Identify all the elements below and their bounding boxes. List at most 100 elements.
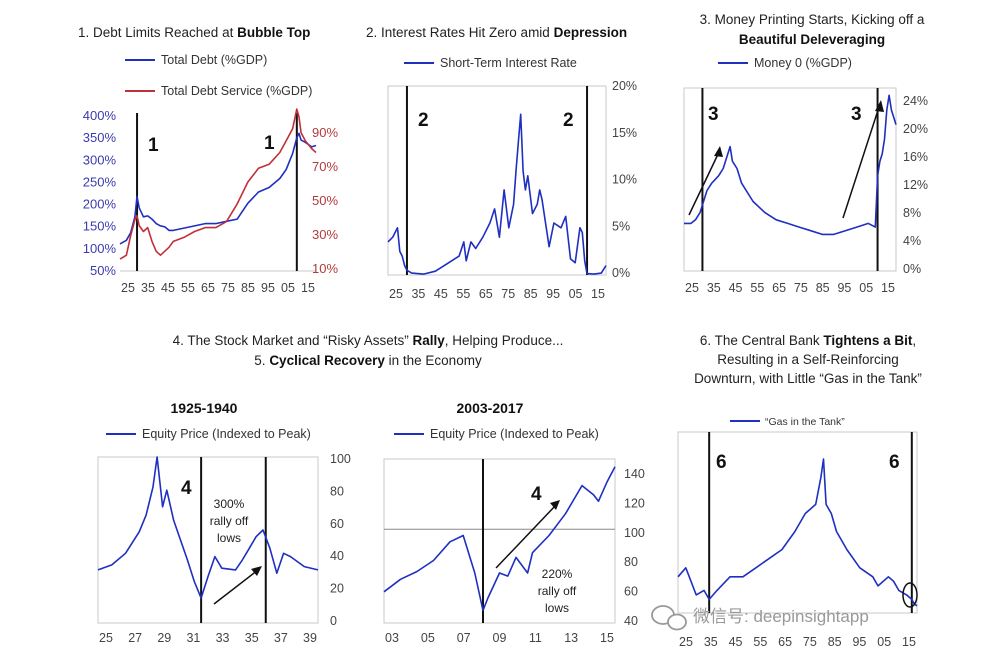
chart-1-xtick-5: 75: [501, 287, 515, 301]
panel-45-title-line-0: 4. The Stock Market and “Risky Assets” R…: [173, 333, 564, 348]
panel-45-title-line-0-part-0: 4. The Stock Market and “Risky Assets”: [173, 333, 413, 348]
chart-4-ytick-0: 100: [330, 452, 351, 466]
panel-4b-legend-0-label: Equity Price (Indexed to Peak): [430, 427, 599, 441]
chart-6-xtick-5: 75: [803, 635, 817, 649]
panel-3-legend-0-label: Money 0 (%GDP): [754, 56, 852, 70]
chart-4-ytick-4: 20: [330, 582, 344, 596]
chart-0-ytick-1: 70%: [312, 159, 338, 174]
chart-1-ytick-2: 10%: [612, 173, 637, 187]
chart-1-series-0: [387, 113, 607, 275]
chart-2-frame: [683, 87, 897, 272]
panel-4a-legend-0-label: Equity Price (Indexed to Peak): [142, 427, 311, 441]
chart-2-ytick-5: 4%: [903, 234, 921, 248]
chart-1: 25 35 45 55 65 75 85 95 05 15: [387, 85, 607, 301]
chart-5-xtick-5: 13: [564, 631, 578, 645]
panel-2-title: 2. Interest Rates Hit Zero amid Depressi…: [366, 25, 627, 40]
chart-0-xtick-8: 05: [281, 281, 295, 295]
chart-0-xtick-5: 75: [221, 281, 235, 295]
panel-4b-arrow: [495, 504, 557, 569]
chart-4-ytick-2: 60: [330, 517, 344, 531]
chart-0-xtick-2: 45: [161, 281, 175, 295]
chart-1-ytick-0: 20%: [612, 79, 637, 93]
panel-4b-annotation-2: lows: [545, 601, 569, 615]
chart-1-xtick-1: 35: [411, 287, 425, 301]
chart-5-series-0: [383, 466, 616, 612]
chart-0-ytick-1: 350%: [83, 130, 117, 145]
chart-4-frame: [97, 456, 319, 624]
panel-6-title-line-0-part-2: ,: [912, 333, 916, 348]
panel-6-legend-0-label: “Gas in the Tank”: [765, 416, 845, 428]
chart-0-ytick-2: 50%: [312, 193, 338, 208]
chart-1-xtick-6: 85: [524, 287, 538, 301]
panel-1-legend-1-label: Total Debt Service (%GDP): [161, 84, 312, 98]
panel-2-marker-1: 2: [563, 110, 574, 131]
chart-2-xtick-2: 45: [729, 281, 743, 295]
panel-3-title-line-1: Beautiful Deleveraging: [739, 32, 885, 47]
panel-6-title-line-0-part-0: 6. The Central Bank: [700, 333, 824, 348]
panel-4b-arrowhead: [550, 500, 560, 510]
panel-6-title-line-0-part-1: Tightens a Bit: [823, 333, 913, 348]
panel-45-title-line-0-part-2: , Helping Produce...: [445, 333, 564, 348]
chart-5-frame: [383, 458, 616, 624]
panel-45-title-line-1: 5. Cyclical Recovery in the Economy: [254, 353, 482, 368]
panel-45-title-line-1-part-2: in the Economy: [385, 353, 482, 368]
chart-5-xtick-2: 07: [457, 631, 471, 645]
chart-6-xtick-4: 65: [778, 635, 792, 649]
panel-6-marker-1: 6: [889, 452, 900, 473]
panel-3-marker-0: 3: [708, 104, 719, 125]
panel-4b-subtitle: 2003-2017: [457, 400, 524, 416]
chart-0-ytick-5: 150%: [83, 219, 117, 234]
panel-3-marker-1: 3: [851, 104, 862, 125]
chart-5-xtick-4: 11: [529, 631, 542, 645]
chart-2-xtick-8: 05: [859, 281, 873, 295]
chart-6-series-0: [677, 458, 918, 607]
chart-2-ytick-6: 0%: [903, 262, 921, 276]
chart-5: 03 05 07 09 11 13 15: [383, 458, 616, 645]
chart-1-ytick-1: 15%: [612, 126, 637, 140]
chart-4-xtick-3: 31: [186, 631, 200, 645]
panel-1-marker-1: 1: [264, 133, 275, 154]
chart-2-xtick-7: 95: [837, 281, 851, 295]
panel-6-title-line-2-part-0: Downturn, with Little “Gas in the Tank”: [694, 371, 922, 386]
chart-1-frame: [387, 85, 607, 276]
chart-2-xtick-6: 85: [816, 281, 830, 295]
panel-4a-arrowhead: [251, 566, 262, 576]
chart-6-xtick-8: 05: [877, 635, 891, 649]
chart-2-ytick-3: 12%: [903, 178, 928, 192]
panel-3-title-line-1-part-0: Beautiful Deleveraging: [739, 32, 885, 47]
chart-2-ytick-0: 24%: [903, 94, 928, 108]
panel-1-title-part-1: Bubble Top: [237, 25, 310, 40]
panel-1-title-part-0: 1. Debt Limits Reached at: [78, 25, 237, 40]
chart-0-ytick-4: 200%: [83, 197, 117, 212]
chart-2-series-0: [684, 94, 897, 236]
chart-6-xtick-7: 95: [852, 635, 866, 649]
chart-4-ytick-1: 80: [330, 484, 344, 498]
panel-3-arrowhead-0: [714, 146, 723, 157]
chart-0-ytick-2: 300%: [83, 152, 117, 167]
chart-6-xtick-0: 25: [679, 635, 693, 649]
panel-4a-marker-0: 4: [181, 478, 192, 499]
chart-2-xtick-9: 15: [881, 281, 895, 295]
panel-3-arrow-0: [688, 149, 721, 216]
chart-4-ytick-3: 40: [330, 549, 344, 563]
chart-2-xtick-1: 35: [707, 281, 721, 295]
panel-4a-subtitle: 1925-1940: [171, 400, 238, 416]
chart-4-xtick-5: 35: [245, 631, 259, 645]
chart-4-xtick-4: 33: [216, 631, 230, 645]
panel-2-legend-0-label: Short-Term Interest Rate: [440, 56, 577, 70]
chart-0-ytick-4: 10%: [312, 261, 338, 276]
chart-1-xtick-8: 05: [569, 287, 583, 301]
panel-1-marker-0: 1: [148, 135, 159, 156]
chart-1-xtick-3: 55: [456, 287, 470, 301]
chart-0-ytick-3: 30%: [312, 227, 338, 242]
chart-2-xtick-0: 25: [685, 281, 699, 295]
chart-0-ytick-7: 50%: [90, 263, 116, 278]
chart-1-xtick-4: 65: [479, 287, 493, 301]
chart-0-ytick-3: 250%: [83, 174, 117, 189]
chart-4-xtick-1: 27: [128, 631, 142, 645]
chart-5-xtick-1: 05: [421, 631, 435, 645]
chart-1-ytick-3: 5%: [612, 219, 630, 233]
chart-5-ytick-1: 120: [624, 496, 645, 510]
panel-2-marker-0: 2: [418, 110, 429, 131]
